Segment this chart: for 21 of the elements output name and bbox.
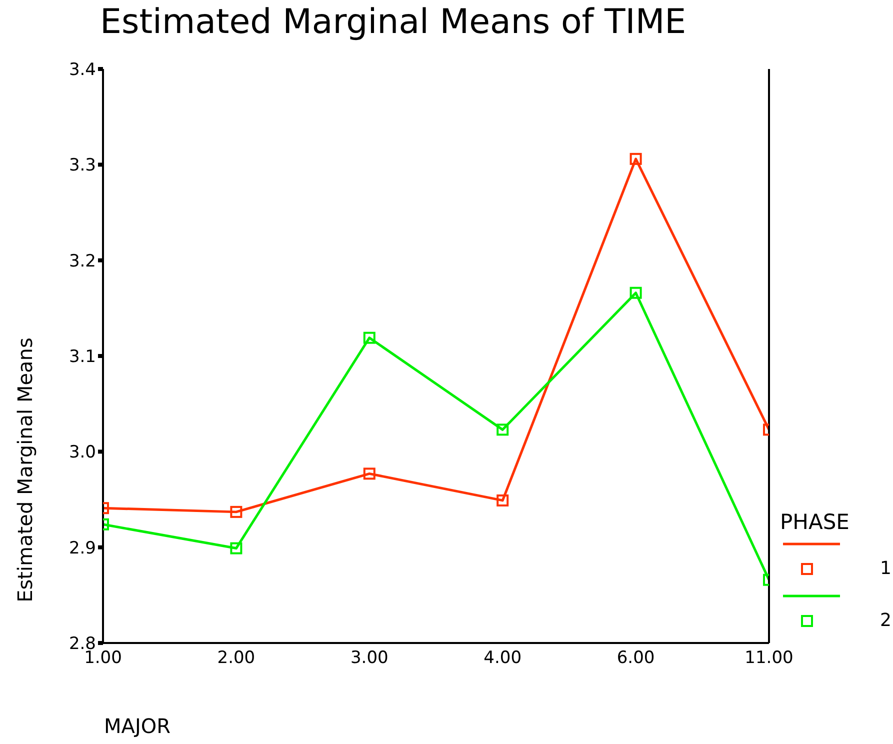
x-axis-title: MAJOR	[104, 714, 170, 738]
y-tick-label: 3.1	[68, 347, 96, 368]
point	[496, 424, 509, 436]
x-tick-label: 3.00	[350, 648, 388, 668]
x-tick-label: 4.00	[484, 648, 522, 668]
y-tick-label: 3.3	[68, 156, 96, 176]
point	[363, 468, 376, 480]
text: 2	[880, 610, 892, 631]
chart-title: Estimated Marginal Means of TIME	[100, 2, 686, 42]
y-tick-label: 3.0	[68, 442, 96, 463]
point	[496, 494, 509, 506]
y-tick-label: 2.9	[68, 538, 96, 558]
y-tick-label: 3.2	[68, 251, 96, 272]
y-axis-title: Estimated Marginal Means	[13, 338, 37, 602]
x-tick-label: 2.00	[217, 648, 256, 668]
x-tick-label: 11.00	[744, 648, 794, 668]
point	[363, 332, 376, 344]
legend-title: PHASE	[780, 510, 850, 534]
text: 1	[880, 558, 892, 579]
x-tick-label: 6.00	[616, 648, 655, 668]
y-tick-label: 3.4	[68, 60, 96, 80]
